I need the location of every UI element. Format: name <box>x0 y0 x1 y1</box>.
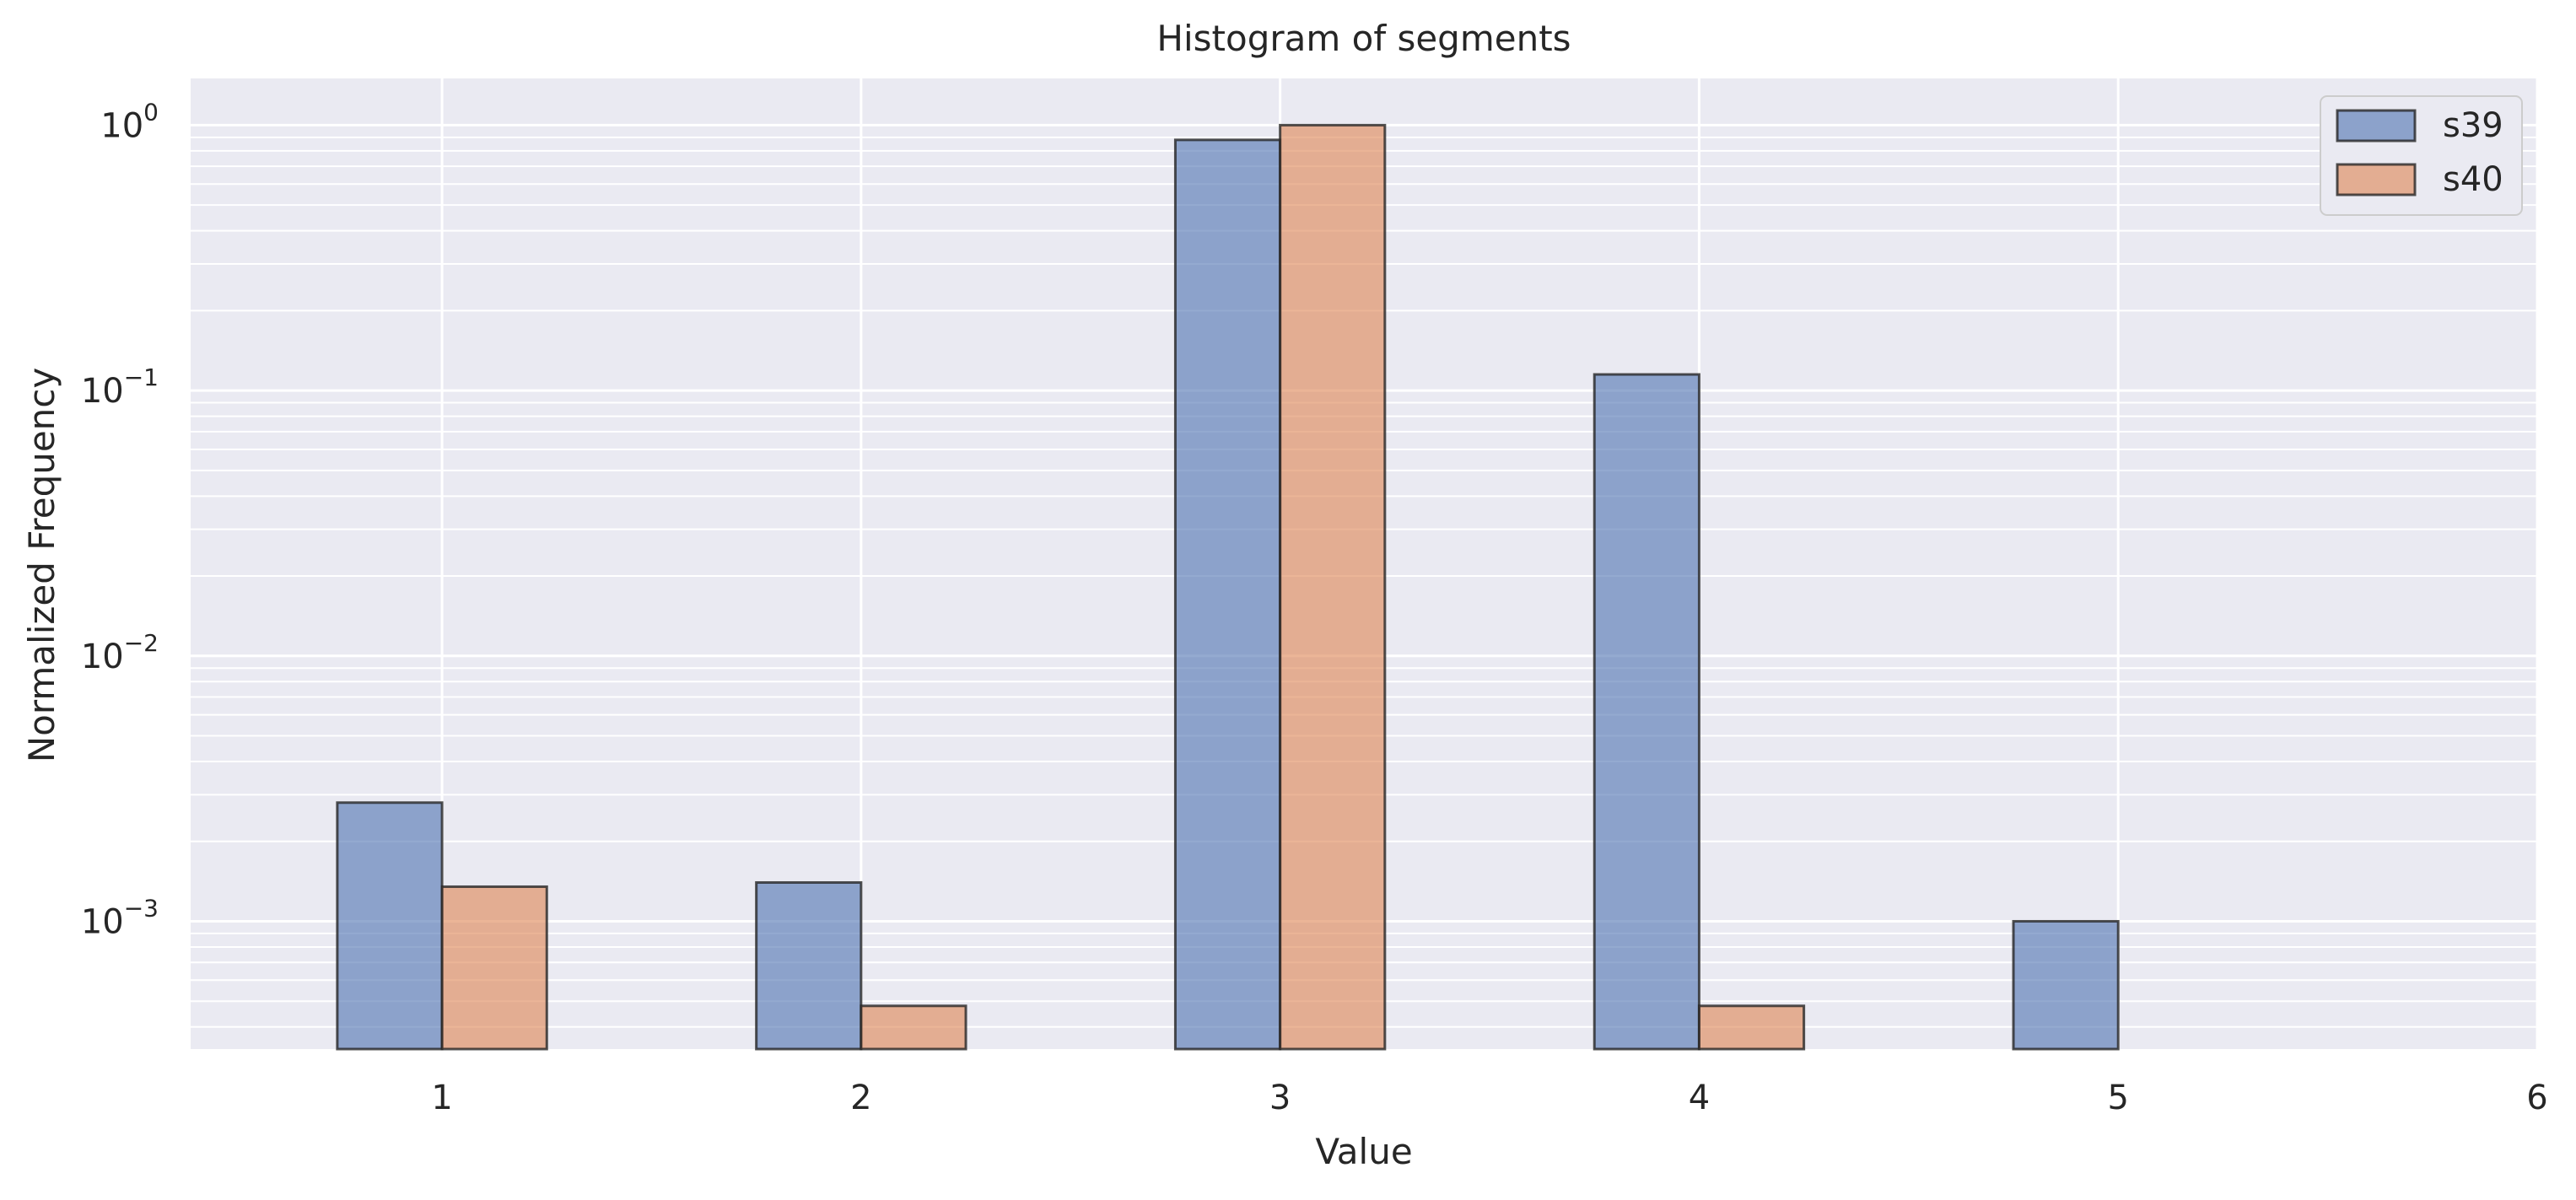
bar-s39-4 <box>1592 373 1700 1051</box>
y-tick-label: 10−2 <box>81 629 159 676</box>
y-tick-label: 100 <box>100 98 159 145</box>
x-tick-label: 3 <box>1269 1079 1291 1117</box>
x-ticks: 1 2 3 4 5 6 <box>431 1079 2547 1117</box>
bar-s39-1 <box>336 801 444 1051</box>
bars <box>336 123 2120 1051</box>
legend-swatch-s39 <box>2336 109 2417 143</box>
chart-title: Histogram of segments <box>1156 18 1571 59</box>
y-tick-label: 10−1 <box>81 363 159 411</box>
bar-s39-5 <box>2012 919 2120 1051</box>
x-tick-label: 5 <box>2107 1079 2128 1117</box>
bar-s40-4 <box>1697 1004 1806 1051</box>
x-tick-label: 1 <box>431 1079 452 1117</box>
legend-swatch-s40 <box>2336 163 2417 196</box>
bar-s40-3 <box>1279 123 1387 1051</box>
x-tick-label: 4 <box>1689 1079 1710 1117</box>
x-tick-label: 6 <box>2526 1079 2547 1117</box>
y-ticks: 100 10−1 10−2 10−3 <box>81 98 159 941</box>
x-axis-label: Value <box>1315 1131 1412 1172</box>
x-tick-label: 2 <box>850 1079 871 1117</box>
y-tick-label: 10−3 <box>81 894 159 941</box>
legend-label-s40: s40 <box>2443 160 2503 199</box>
bar-s39-3 <box>1173 138 1282 1051</box>
y-axis-label: Normalized Frequency <box>21 368 62 763</box>
bar-s40-1 <box>440 885 548 1051</box>
bar-s40-2 <box>860 1004 967 1051</box>
bar-s39-2 <box>755 880 863 1051</box>
legend-label-s39: s39 <box>2443 106 2503 145</box>
